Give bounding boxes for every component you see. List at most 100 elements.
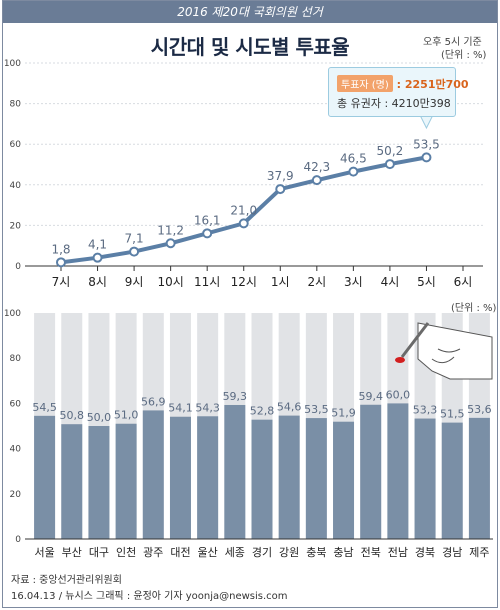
region-label: 대구 — [89, 546, 109, 559]
bar-value-label: 50,0 — [87, 411, 112, 424]
bar — [333, 421, 355, 539]
data-label: 11,2 — [157, 223, 184, 237]
region-label: 부산 — [62, 546, 82, 559]
data-label: 16,1 — [194, 213, 221, 227]
bar-value-label: 56,9 — [141, 395, 166, 408]
data-point — [129, 246, 140, 257]
unit-note-top: (단위 : %) — [441, 50, 487, 61]
data-point — [56, 257, 66, 268]
regional-turnout-chart: 0 20 40 60 80 100 54,5 서울 50,8 부산 50,0 대구 51,0 인천 56,9… — [4, 309, 493, 559]
bar-value-label: 54,1 — [168, 402, 193, 415]
data-label: 53,5 — [413, 137, 440, 151]
source-note: 자료 : 중앙선거관리위원회 — [11, 575, 122, 586]
region-label: 광주 — [143, 546, 163, 559]
data-point — [238, 218, 249, 229]
region-label: 경남 — [442, 546, 462, 559]
region-label: 대전 — [170, 546, 190, 559]
data-label: 4,1 — [88, 238, 107, 252]
y-tick-label: 20 — [10, 221, 22, 231]
bar — [115, 423, 137, 539]
region-label: 제주 — [469, 546, 489, 559]
data-label: 21,0 — [230, 203, 257, 217]
bar-value-label: 52,8 — [250, 405, 275, 418]
data-point — [92, 252, 103, 263]
bar — [169, 416, 191, 539]
region-label: 전남 — [388, 546, 408, 559]
data-label: 7,1 — [125, 232, 144, 246]
bar-value-label: 59,4 — [358, 390, 383, 403]
bar — [61, 424, 83, 539]
x-tick-label: 8시 — [88, 275, 107, 289]
bar — [88, 426, 110, 539]
bar-value-label: 51,0 — [114, 409, 139, 422]
x-tick-label: 2시 — [307, 275, 326, 289]
region-label: 전북 — [361, 546, 381, 559]
bar — [34, 415, 56, 539]
y-tick-label: 80 — [10, 100, 22, 110]
data-label: 46,5 — [340, 152, 367, 166]
y-tick-label: 20 — [10, 490, 22, 500]
region-label: 울산 — [198, 546, 218, 559]
data-label: 50,2 — [377, 144, 404, 158]
bar-value-label: 51,9 — [331, 407, 356, 420]
bar — [197, 416, 219, 539]
bar-value-label: 60,0 — [386, 388, 411, 401]
data-label: 37,9 — [267, 169, 294, 183]
data-point — [165, 238, 176, 249]
bar-value-label: 54,6 — [277, 401, 302, 414]
region-label: 서울 — [34, 546, 54, 559]
region-label: 충남 — [333, 546, 353, 559]
x-tick-label: 9시 — [125, 275, 144, 289]
election-banner: 2016 제20대 국회의원 선거 — [3, 1, 497, 23]
y-tick-label: 0 — [15, 262, 21, 272]
credit-note: 16.04.13 / 뉴시스 그래픽 : 윤정아 기자 yoonja@newsi… — [11, 591, 288, 602]
y-tick-label: 60 — [10, 399, 22, 409]
voters-separator: : — [392, 78, 405, 91]
region-label: 강원 — [279, 546, 299, 559]
x-tick-label: 7시 — [52, 275, 71, 289]
y-tick-label: 40 — [10, 445, 22, 455]
electorate-row: 총 유권자 : 4210만398 — [337, 97, 451, 110]
data-label: 1,8 — [51, 242, 70, 256]
x-tick-label: 4시 — [381, 275, 400, 289]
bar-value-label: 51,5 — [440, 408, 465, 421]
voters-callout: 투표자 (명) : 2251만700 총 유권자 : 4210만398 — [328, 67, 469, 117]
bar-value-label: 54,3 — [195, 401, 220, 414]
x-tick-label: 6시 — [454, 275, 473, 289]
bar — [224, 404, 246, 539]
data-point — [311, 175, 322, 186]
bar-value-label: 54,5 — [32, 401, 57, 414]
region-label: 경기 — [252, 546, 272, 559]
region-label: 경북 — [415, 546, 435, 559]
voters-label: 투표자 (명) — [337, 75, 393, 92]
bar-value-label: 59,3 — [223, 390, 248, 403]
data-point — [348, 166, 359, 177]
y-tick-label: 60 — [10, 140, 22, 150]
y-tick-label: 100 — [4, 309, 21, 319]
y-tick-label: 0 — [15, 535, 21, 545]
voters-row: 투표자 (명) : 2251만700 — [337, 75, 469, 92]
data-point — [421, 152, 432, 163]
bar — [387, 403, 409, 539]
x-tick-label: 10시 — [157, 275, 183, 289]
region-label: 인천 — [116, 545, 136, 559]
x-tick-label: 1시 — [271, 275, 290, 289]
region-label: 충북 — [306, 546, 326, 559]
data-label: 42,3 — [303, 160, 330, 174]
hand-pen-icon — [395, 322, 493, 380]
bar — [142, 410, 164, 539]
x-tick-label: 11시 — [194, 275, 220, 289]
bar — [414, 418, 436, 539]
x-tick-label: 3시 — [344, 275, 363, 289]
bar — [468, 417, 490, 539]
y-tick-label: 80 — [10, 354, 22, 364]
callout-pointer — [419, 115, 434, 130]
bar — [441, 422, 463, 539]
bar — [305, 418, 327, 539]
data-point — [202, 228, 213, 239]
bar-value-label: 53,6 — [467, 403, 492, 416]
bar — [278, 415, 300, 539]
x-tick-label: 5시 — [417, 275, 436, 289]
bar-value-label: 53,3 — [413, 404, 438, 417]
